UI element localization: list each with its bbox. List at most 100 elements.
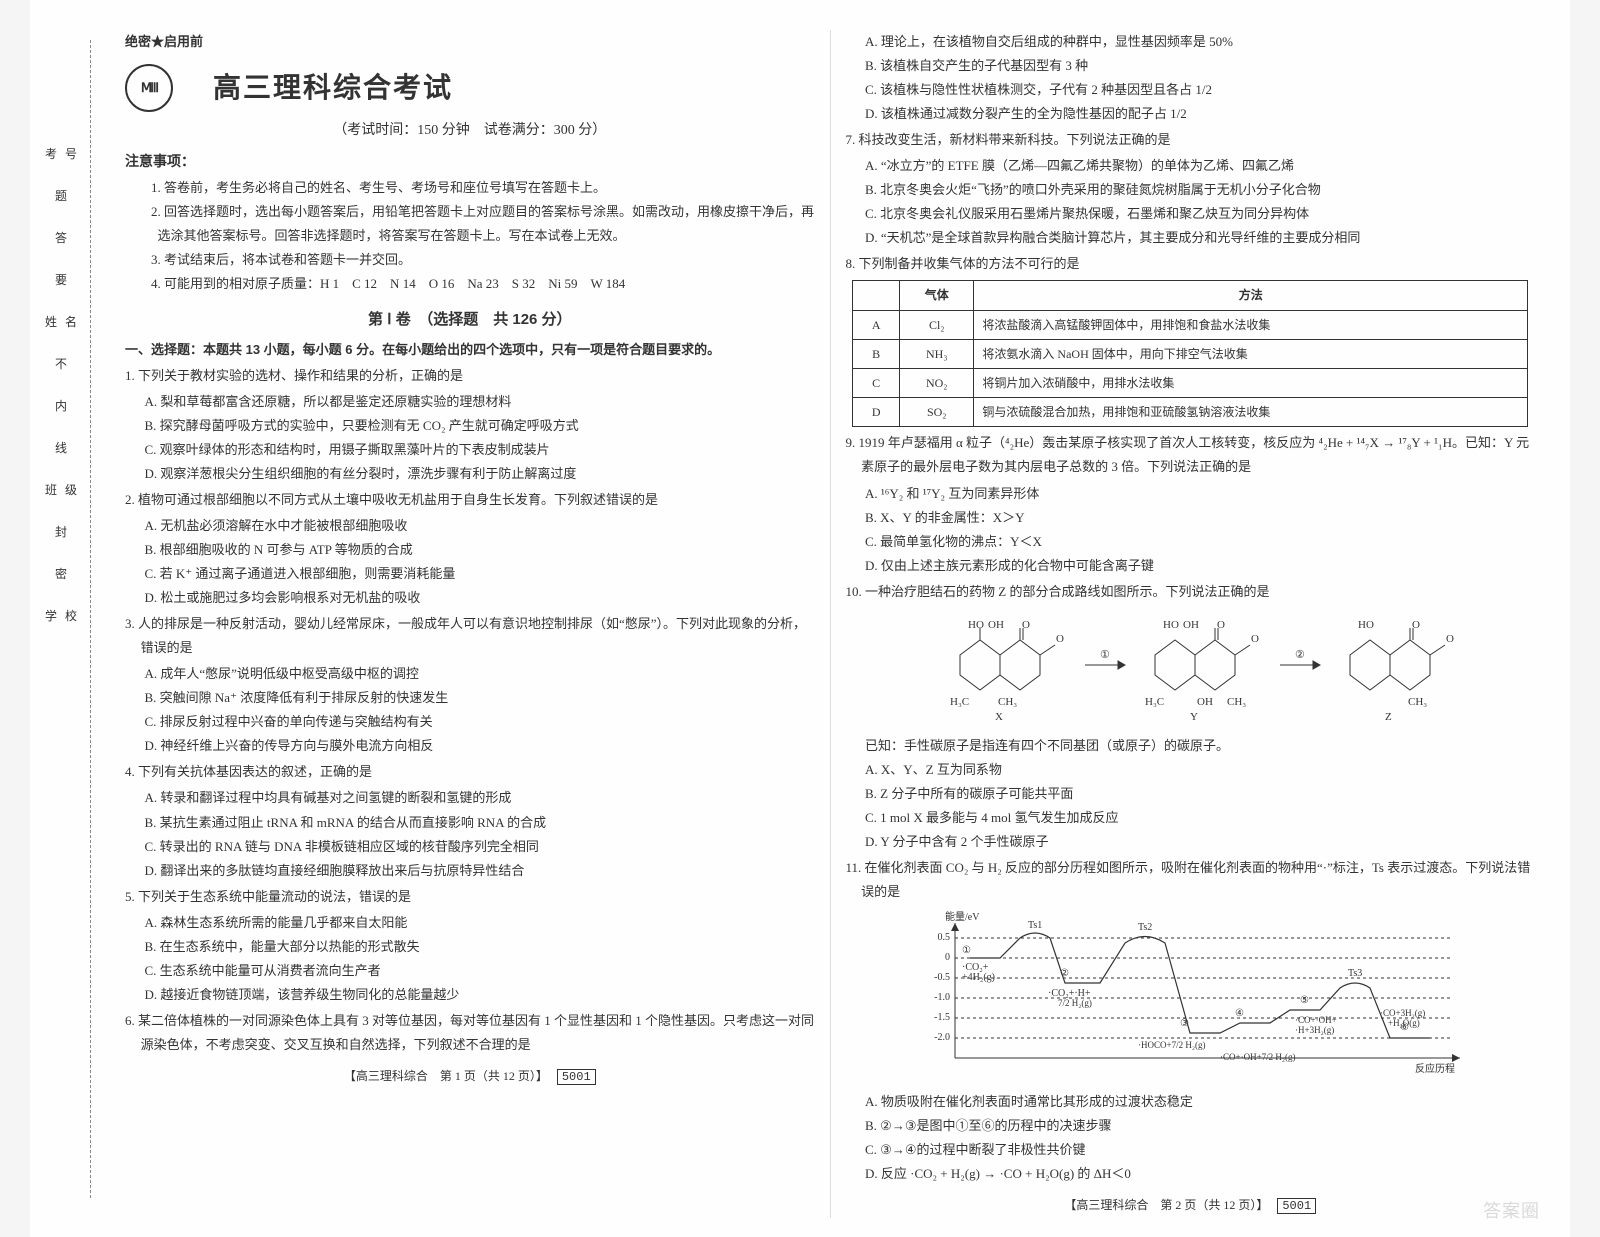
q10-opt: A. X、Y、Z 互为同系物	[846, 758, 1536, 782]
secret-mark: 绝密★启用前	[125, 30, 815, 54]
fold-line	[90, 40, 91, 1198]
q1-opt: D. 观察洋葱根尖分生组织细胞的有丝分裂时，漂洗步骤有利于防止解离过度	[125, 462, 815, 486]
q3-stem: 3. 人的排尿是一种反射活动，婴幼儿经常尿床，一般成年人可以有意识地控制排尿（如…	[125, 612, 815, 660]
side-char: 要	[45, 271, 85, 288]
exam-subtitle: （考试时间：150 分钟 试卷满分：300 分）	[125, 118, 815, 144]
q6-opt: D. 该植株通过减数分裂产生的全为隐性基因的配子占 1/2	[846, 102, 1536, 126]
side-label: 班级	[45, 481, 85, 498]
svg-text:Ts1: Ts1	[1028, 920, 1042, 931]
footer-text: 【高三理科综合 第 1 页（共 12 页）】	[344, 1069, 548, 1083]
svg-text:③: ③	[1180, 1018, 1189, 1029]
q7-opt: B. 北京冬奥会火炬“飞扬”的喷口外壳采用的聚硅氮烷树脂属于无机小分子化合物	[846, 178, 1536, 202]
part-a-head: 一、选择题：本题共 13 小题，每小题 6 分。在每小题给出的四个选项中，只有一…	[125, 338, 815, 362]
td: 将铜片加入浓硝酸中，用排水法收集	[974, 369, 1528, 398]
side-char: 封	[45, 523, 85, 540]
td: 铜与浓硫酸混合加热，用排饱和亚硫酸氢钠溶液法收集	[974, 398, 1528, 427]
q9-opt: B. X、Y 的非金属性：X＞Y	[846, 506, 1536, 530]
q5-opt: D. 越接近食物链顶端，该营养级生物同化的总能量越少	[125, 983, 815, 1007]
svg-text:·HOCO+7/2 H₂(g): ·HOCO+7/2 H₂(g)	[1138, 1040, 1205, 1050]
q4-opt: C. 转录出的 RNA 链与 DNA 非模板链相应区域的核苷酸序列完全相同	[125, 835, 815, 859]
q3-opt: A. 成年人“憋尿”说明低级中枢受高级中枢的调控	[125, 662, 815, 686]
side-label: 考号	[45, 145, 85, 162]
svg-text:-2.0: -2.0	[934, 1032, 950, 1043]
svg-text:Ts2: Ts2	[1138, 922, 1152, 933]
svg-text:HO: HO	[968, 619, 984, 631]
q4-opt: B. 某抗生素通过阻止 tRNA 和 mRNA 的结合从而直接影响 RNA 的合…	[125, 811, 815, 835]
q11-opt: D. 反应 ·CO₂ + H₂(g) → ·CO + H₂O(g) 的 ΔH＜0	[846, 1162, 1536, 1186]
svg-text:O: O	[1217, 619, 1225, 631]
exam-page: 考号 题 答 要 姓名 不 内 线 班级 封 密 学校 绝密★启用前 ⅯⅢ 高三…	[30, 0, 1570, 1237]
side-char: 答	[45, 229, 85, 246]
footer-code: 5001	[557, 1069, 596, 1085]
q11-opt: A. 物质吸附在催化剂表面时通常比其形成的过渡状态稳定	[846, 1090, 1536, 1114]
notice-item: 2. 回答选择题时，选出每小题答案后，用铅笔把答题卡上对应题目的答案标号涂黑。如…	[125, 200, 815, 248]
svg-text:-0.5: -0.5	[934, 972, 950, 983]
svg-text:①: ①	[962, 945, 971, 956]
section-head: 第 Ⅰ 卷 （选择题 共 126 分）	[125, 306, 815, 334]
td: 将浓氨水滴入 NaOH 固体中，用向下排空气法收集	[974, 339, 1528, 368]
svg-text:O: O	[1412, 619, 1420, 631]
q7-opt: A. “冰立方”的 ETFE 膜（乙烯—四氟乙烯共聚物）的单体为乙烯、四氟乙烯	[846, 154, 1536, 178]
q4-opt: A. 转录和翻译过程中均具有碱基对之间氢键的断裂和氢键的形成	[125, 786, 815, 810]
svg-text:O: O	[1056, 633, 1064, 645]
svg-text:·CO+·OH+7/2 H₂(g): ·CO+·OH+7/2 H₂(g)	[1220, 1052, 1296, 1062]
td: SO₂	[899, 398, 973, 427]
q11-opt: C. ③→④的过程中断裂了非极性共价键	[846, 1138, 1536, 1162]
q9-opt: A. ¹⁶Y₂ 和 ¹⁷Y₂ 互为同素异形体	[846, 482, 1536, 506]
q7-opt: D. “天机芯”是全球首款异构融合类脑计算芯片，其主要成分和光导纤维的主要成分相…	[846, 226, 1536, 250]
q5-opt: B. 在生态系统中，能量大部分以热能的形式散失	[125, 935, 815, 959]
q9-stem: 9. 1919 年卢瑟福用 α 粒子（⁴₂He）轰击某原子核实现了首次人工核转变…	[846, 431, 1536, 479]
q5-opt: C. 生态系统中能量可从消费者流向生产者	[125, 959, 815, 983]
q3-opt: C. 排尿反射过程中兴奋的单向传递与突触结构有关	[125, 710, 815, 734]
svg-text:0: 0	[945, 952, 950, 963]
svg-text:0.5: 0.5	[938, 932, 951, 943]
side-label: 学校	[45, 607, 85, 624]
q10-opt: B. Z 分子中所有的碳原子可能共平面	[846, 782, 1536, 806]
q4-opt: D. 翻译出来的多肽链均直接经细胞膜释放出来后与抗原特异性结合	[125, 859, 815, 883]
th: 方法	[974, 281, 1528, 310]
q9-opt: D. 仅由上述主族元素形成的化合物中可能含离子键	[846, 554, 1536, 578]
q10-note: 已知：手性碳原子是指连有四个不同基团（或原子）的碳原子。	[846, 734, 1536, 758]
td: C	[853, 369, 900, 398]
td: 将浓盐酸滴入高锰酸钾固体中，用排饱和食盐水法收集	[974, 310, 1528, 339]
svg-text:HO: HO	[1358, 619, 1374, 631]
th: 气体	[899, 281, 973, 310]
q5-opt: A. 森林生态系统所需的能量几乎都来自太阳能	[125, 911, 815, 935]
svg-text:CH₃: CH₃	[998, 696, 1017, 708]
svg-text:OH: OH	[1183, 619, 1199, 631]
q5-stem: 5. 下列关于生态系统中能量流动的说法，错误的是	[125, 885, 815, 909]
q2-opt: B. 根部细胞吸收的 N 可参与 ATP 等物质的合成	[125, 538, 815, 562]
th	[853, 281, 900, 310]
td: NH₃	[899, 339, 973, 368]
q10-figure: O HO OH O H₃CCH₃ X ①	[846, 610, 1536, 728]
notice-item: 1. 答卷前，考生务必将自己的姓名、考生号、考场号和座位号填写在答题卡上。	[125, 176, 815, 200]
q8-stem: 8. 下列制备并收集气体的方法不可行的是	[846, 252, 1536, 276]
q6-opt: B. 该植株自交产生的子代基因型有 3 种	[846, 54, 1536, 78]
svg-text:CH₃: CH₃	[1227, 696, 1246, 708]
q11-figure: 能量/eV 反应历程 0.5 0 -0.5 -1.0 -1.5	[846, 908, 1536, 1086]
svg-text:Y: Y	[1190, 711, 1198, 720]
side-label: 姓名	[45, 313, 85, 330]
svg-text:·CO+·OH+: ·CO+·OH+	[1295, 1015, 1337, 1025]
q6-opt: C. 该植株与隐性性状植株测交，子代有 2 种基因型且各占 1/2	[846, 78, 1536, 102]
notice-item: 3. 考试结束后，将本试卷和答题卡一并交回。	[125, 248, 815, 272]
svg-text:Ts3: Ts3	[1348, 968, 1362, 979]
q11-opt: B. ②→③是图中①至⑥的历程中的决速步骤	[846, 1114, 1536, 1138]
logo-icon: ⅯⅢ	[125, 64, 173, 112]
q2-opt: A. 无机盐必须溶解在水中才能被根部细胞吸收	[125, 514, 815, 538]
footer-right: 【高三理科综合 第 2 页（共 12 页）】 5001	[846, 1194, 1536, 1217]
q7-opt: C. 北京冬奥会礼仪服采用石墨烯片聚热保暖，石墨烯和聚乙炔互为同分异构体	[846, 202, 1536, 226]
binding-margin: 考号 题 答 要 姓名 不 内 线 班级 封 密 学校	[45, 120, 85, 649]
svg-text:②: ②	[1060, 968, 1069, 979]
svg-text:OH: OH	[988, 619, 1004, 631]
side-char: 不	[45, 355, 85, 372]
svg-text:·CO+3H₂(g): ·CO+3H₂(g)	[1380, 1008, 1425, 1018]
q3-opt: B. 突触间隙 Na⁺ 浓度降低有利于排尿反射的快速发生	[125, 686, 815, 710]
svg-text:④: ④	[1235, 1008, 1244, 1019]
q7-stem: 7. 科技改变生活，新材料带来新科技。下列说法正确的是	[846, 128, 1536, 152]
footer-left: 【高三理科综合 第 1 页（共 12 页）】 5001	[125, 1065, 815, 1088]
q1-opt: C. 观察叶绿体的形态和结构时，用镊子撕取黑藻叶片的下表皮制成装片	[125, 438, 815, 462]
svg-text:7/2 H₂(g): 7/2 H₂(g)	[1058, 998, 1092, 1008]
footer-code: 5001	[1277, 1198, 1316, 1214]
svg-text:-1.0: -1.0	[934, 992, 950, 1003]
